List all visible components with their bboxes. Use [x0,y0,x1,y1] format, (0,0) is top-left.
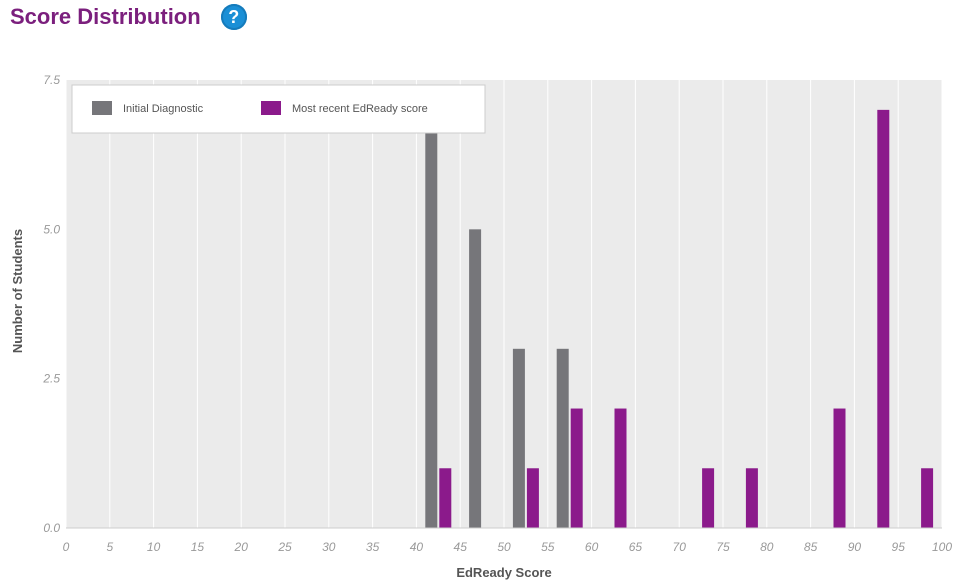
chart-header: Score Distribution ? [10,4,247,30]
bar-initial-diagnostic [556,348,569,528]
bar-most-recent-score [921,468,934,528]
x-tick-label: 90 [848,540,862,554]
x-tick-label: 80 [760,540,774,554]
x-tick-label: 0 [63,540,70,554]
bar-most-recent-score [877,109,890,528]
x-tick-label: 45 [454,540,468,554]
x-tick-label: 20 [234,540,249,554]
x-tick-label: 55 [541,540,555,554]
x-axis-ticks: 0 5 10 15 20 25 30 35 40 45 50 55 60 65 70 75 80 85 90 95 10… [63,540,953,554]
x-tick-label: 30 [322,540,336,554]
x-tick-label: 85 [804,540,818,554]
x-tick-label: 70 [673,540,687,554]
grid-lines [65,80,943,528]
y-axis-title: Number of Students [10,229,25,353]
question-circle-icon[interactable]: ? [220,4,247,30]
y-tick-label: 0.0 [43,521,60,535]
bar-most-recent-score [570,408,583,528]
legend-label-initial-diagnostic: Initial Diagnostic [123,103,204,115]
bar-initial-diagnostic [469,229,482,529]
bar-most-recent-score [745,468,758,528]
bar-most-recent-score [439,468,452,528]
legend-label-most-recent: Most recent EdReady score [292,103,428,115]
y-tick-label: 5.0 [43,222,60,236]
y-axis-ticks: 0.0 2.5 5.0 7.5 [42,73,60,535]
x-tick-label: 15 [191,540,205,554]
x-axis-title: EdReady Score [456,565,551,580]
x-tick-label: 35 [366,540,380,554]
bar-most-recent-score [833,408,846,528]
bar-initial-diagnostic [512,348,525,528]
x-tick-label: 5 [106,540,113,554]
x-tick-label: 65 [629,540,643,554]
x-tick-label: 60 [585,540,599,554]
x-tick-label: 25 [277,540,292,554]
legend-swatch-most-recent [261,101,281,115]
legend: Initial Diagnostic Most recent EdReady s… [71,84,486,134]
x-tick-label: 75 [716,540,730,554]
x-tick-label: 100 [932,540,952,554]
bar-most-recent-score [526,468,539,528]
bar-most-recent-score [614,408,627,528]
x-tick-label: 10 [147,540,161,554]
legend-swatch-initial-diagnostic [92,101,112,115]
y-tick-label: 2.5 [42,372,60,386]
page-title: Score Distribution [10,4,201,29]
bar-initial-diagnostic [425,109,438,528]
bars [425,109,934,529]
bar-most-recent-score [702,468,715,528]
x-tick-label: 40 [410,540,424,554]
y-tick-label: 7.5 [43,73,60,87]
x-tick-label: 50 [497,540,511,554]
x-tick-label: 95 [892,540,906,554]
